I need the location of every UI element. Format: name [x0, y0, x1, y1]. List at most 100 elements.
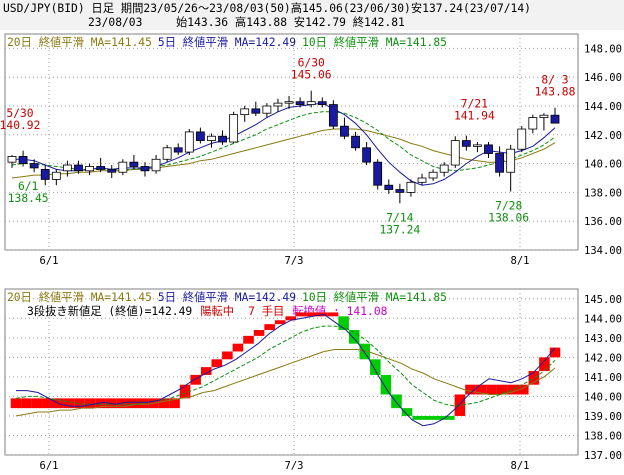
tlb-down-brick — [433, 415, 445, 420]
candle-body — [384, 184, 394, 190]
annotation-value: 138.06 — [488, 212, 529, 225]
lower-x-tick-label: 6/1 — [40, 460, 59, 472]
upper-y-tick-label: 146.00 — [584, 72, 622, 84]
tlb-up-brick — [126, 398, 138, 409]
upper-legend-entry: 10日 終値平滑 MA=141.85 — [302, 35, 447, 49]
tlb-down-brick — [444, 415, 455, 420]
lower-legend-entry: 20日 終値平滑 MA=141.45 — [7, 290, 152, 304]
annotation-date: 8/ 3 — [541, 74, 568, 87]
tlb-down-brick — [422, 415, 434, 420]
lower-ma5-line — [16, 313, 556, 427]
tlb-up-brick — [243, 335, 254, 344]
candle-body — [506, 148, 516, 173]
candle-body — [85, 166, 94, 172]
lower-y-tick-label: 137.00 — [584, 450, 622, 462]
tlb-up-brick — [486, 384, 497, 395]
candle-body — [51, 171, 61, 180]
tlb-up-brick — [475, 384, 487, 395]
tlb-up-brick — [211, 359, 223, 368]
upper-x-tick-label: 8/1 — [511, 255, 530, 267]
lower-y-tick-label: 138.00 — [584, 430, 622, 442]
upper-plot-area — [4, 33, 579, 251]
candle-body — [539, 114, 549, 118]
lower-y-tick-label: 144.00 — [584, 313, 622, 325]
tlb-up-brick — [274, 320, 286, 325]
candle-body — [317, 101, 327, 105]
tlb-down-brick — [380, 374, 392, 395]
tlb-up-brick — [222, 351, 233, 360]
annotation-date: 7/14 — [386, 211, 413, 224]
candle-body — [107, 168, 117, 173]
candle-body — [550, 114, 560, 124]
tlb-up-brick — [306, 312, 318, 317]
upper-x-tick-label: 6/1 — [40, 255, 59, 267]
tlb-up-brick — [63, 398, 75, 409]
tlb-down-brick — [348, 330, 360, 344]
annotation-value: 137.24 — [379, 223, 420, 236]
tlb-up-brick — [158, 398, 170, 409]
tlb-up-brick — [549, 347, 561, 358]
tlb-down-brick — [412, 415, 423, 420]
candle-body — [528, 117, 538, 130]
candle-body — [140, 166, 150, 172]
tlb-up-brick — [200, 367, 212, 375]
candle-body — [74, 164, 83, 172]
tlb-down-brick — [359, 343, 371, 360]
lower-y-tick-label: 140.00 — [584, 391, 622, 403]
lower-x-tick-label: 7/3 — [285, 460, 304, 472]
tlb-up-brick — [74, 398, 85, 409]
candle-body — [118, 161, 128, 173]
candle-body — [328, 104, 338, 127]
tlb-up-brick — [465, 384, 476, 395]
candle-body — [195, 131, 205, 141]
lower-y-tick-label: 141.00 — [584, 372, 622, 384]
upper-ma20-line — [11, 128, 556, 179]
tlb-down-brick — [401, 408, 413, 416]
tlb-up-brick — [507, 384, 519, 395]
candle-body — [362, 147, 372, 163]
candle-body — [406, 181, 416, 193]
annotation-value: 143.88 — [535, 86, 576, 99]
candle-body — [218, 135, 227, 143]
candle-body — [173, 147, 183, 153]
candle-body — [251, 108, 261, 114]
tlb-up-brick — [169, 398, 180, 409]
candle-body — [262, 105, 272, 114]
tlb-down-brick — [338, 316, 349, 331]
tlb-up-brick — [264, 324, 275, 331]
tlb-subtitle-status: 陽転中 — [200, 305, 234, 318]
header-date: 23/08/03 — [88, 16, 142, 29]
candle-body — [229, 114, 239, 143]
lower-x-tick-label: 8/1 — [511, 460, 530, 472]
annotation-date: 7/21 — [461, 98, 488, 111]
lower-ma20-line — [15, 349, 556, 417]
tlb-up-brick — [253, 330, 265, 336]
candle-body — [306, 101, 316, 105]
candle-body — [439, 164, 449, 173]
tlb-up-brick — [232, 343, 244, 352]
candle-body — [450, 140, 460, 166]
annotation-value: 140.92 — [0, 119, 40, 132]
upper-legend-entry: 20日 終値平滑 MA=141.45 — [7, 35, 152, 49]
tlb-up-brick — [496, 384, 508, 395]
tlb-down-brick — [370, 359, 381, 375]
tlb-subtitle-value: 3段抜き新値足 (終値)=142.49 — [27, 304, 192, 318]
candle-body — [63, 164, 72, 172]
candle-body — [495, 153, 504, 173]
header-title: USD/JPY(BID) 日足 期間23/05/26～23/08/03(50)高… — [3, 1, 531, 15]
tlb-up-brick — [21, 398, 32, 409]
candle-body — [18, 155, 28, 164]
annotation-date: 6/1 — [18, 180, 39, 193]
lower-ma10-line — [15, 325, 556, 407]
tlb-up-brick — [296, 312, 307, 317]
candle-body — [129, 161, 139, 167]
tlb-up-brick — [539, 357, 550, 372]
tlb-up-brick — [42, 398, 53, 409]
upper-legend-entry: 5日 終値平滑 MA=142.49 — [158, 35, 296, 49]
upper-y-tick-label: 134.00 — [584, 245, 622, 257]
annotation-value: 145.06 — [291, 69, 332, 82]
lower-y-tick-label: 139.00 — [584, 411, 622, 423]
annotation-date: 6/30 — [298, 57, 325, 70]
candle-body — [273, 102, 283, 107]
